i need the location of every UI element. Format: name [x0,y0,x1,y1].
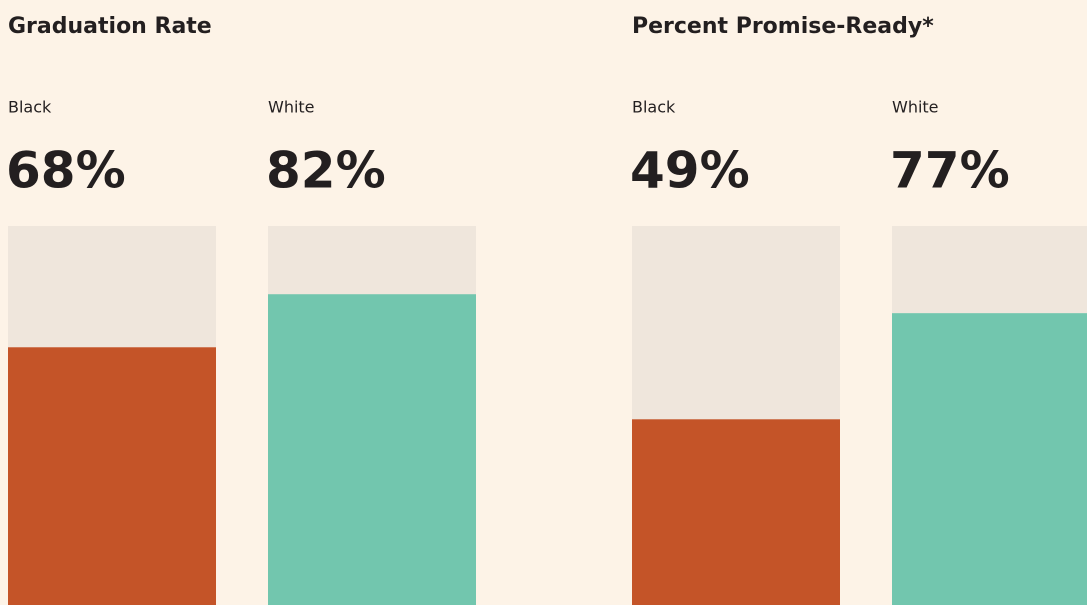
panel-title: Percent Promise-Ready* [632,14,934,39]
value-label: 82% [266,142,386,200]
value-label: 77% [890,142,1010,200]
category-label: Black [632,98,676,117]
category-label: White [892,98,939,117]
category-label: Black [8,98,52,117]
panel-title: Graduation Rate [8,14,212,39]
bar [268,294,476,605]
bar [892,313,1087,605]
value-label: 49% [630,142,750,200]
bar [8,347,216,605]
bar [632,419,840,605]
category-label: White [268,98,315,117]
value-label: 68% [6,142,126,200]
